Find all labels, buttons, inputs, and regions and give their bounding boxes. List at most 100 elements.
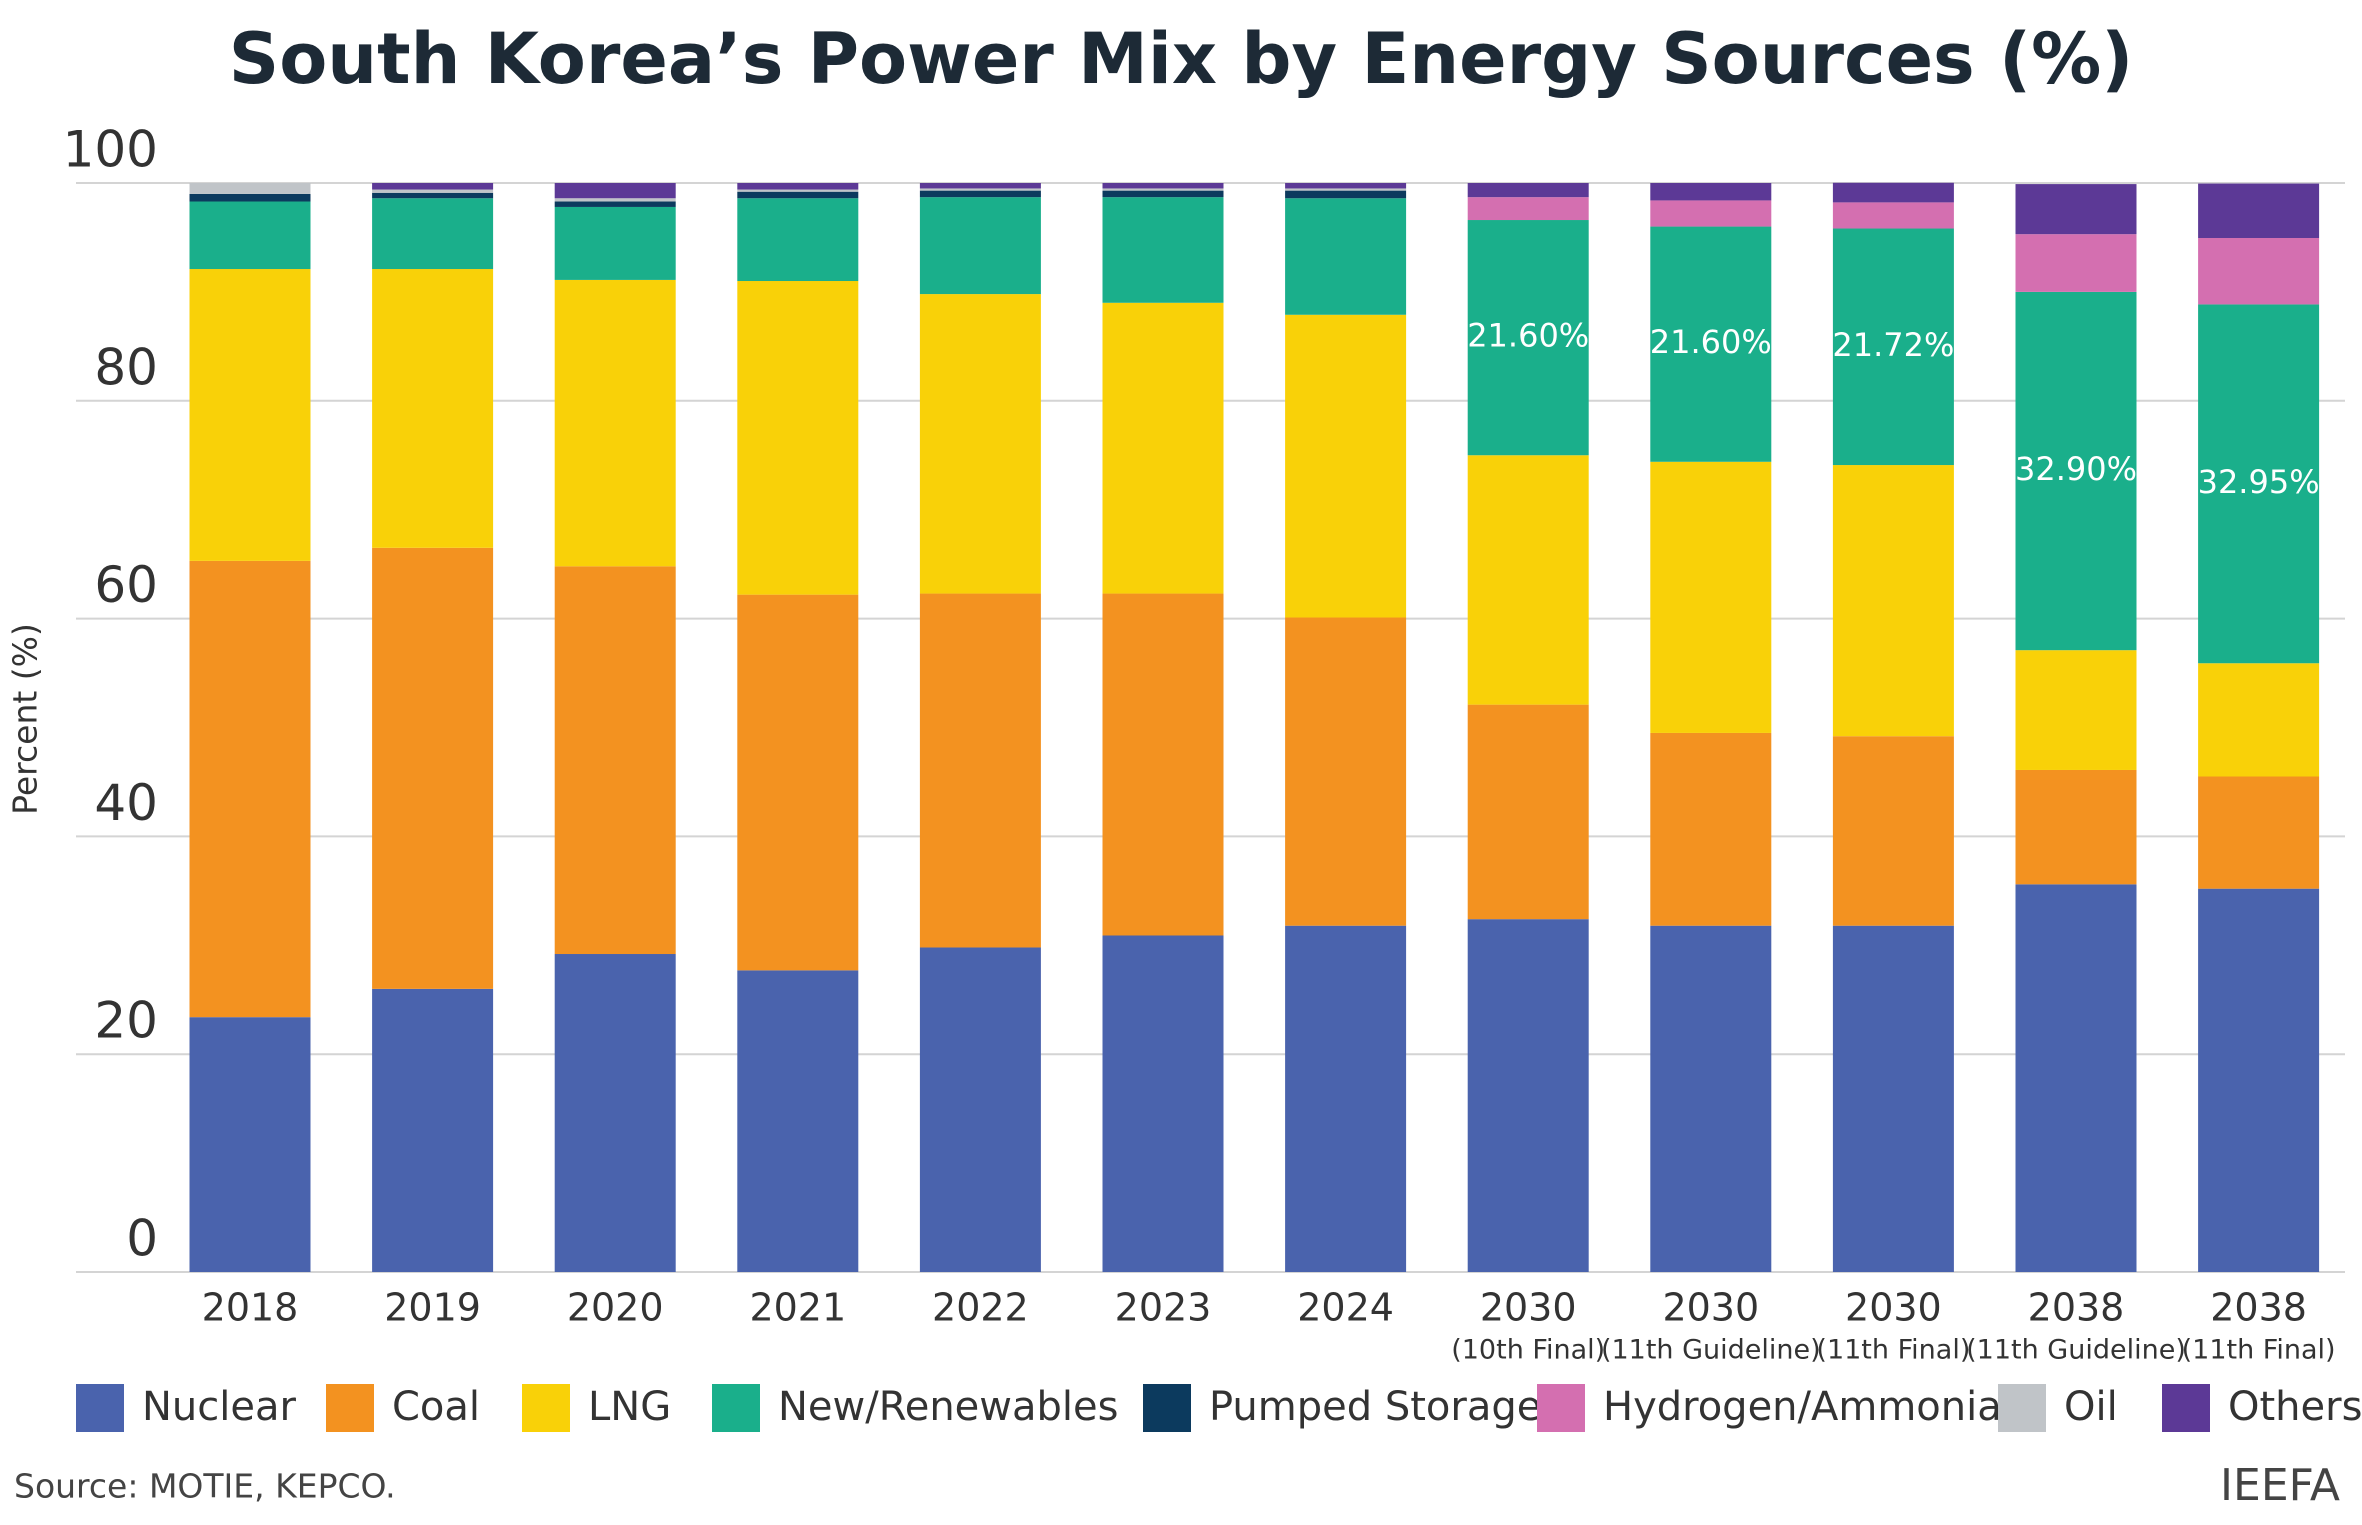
bar-segment	[2198, 663, 2320, 777]
bar-segment	[1832, 228, 1954, 466]
x-tick-note: (11th Guideline)	[1966, 1335, 2186, 1366]
bar-segment	[1650, 226, 1772, 462]
bar-segment	[372, 547, 494, 989]
bar-segment	[1285, 183, 1407, 189]
y-tick-label: 100	[63, 121, 158, 179]
bar-segment	[1467, 197, 1589, 221]
bar-segment	[737, 281, 859, 595]
bar-segment	[372, 183, 494, 190]
bar-segment	[1285, 925, 1407, 1272]
bar-segment	[1832, 182, 1954, 203]
bar-segment	[372, 198, 494, 270]
x-tick-note: (11th Final)	[1816, 1335, 1970, 1366]
value-label: 32.95%	[2198, 463, 2320, 501]
bar-segment	[372, 192, 494, 199]
bar-segment	[1102, 183, 1224, 189]
legend-swatch	[712, 1384, 760, 1432]
y-axis-label: Percent (%)	[6, 623, 45, 815]
x-tick-label: 2024	[1297, 1286, 1394, 1330]
x-tick-label: 2022	[932, 1286, 1029, 1330]
bar-segment	[1650, 461, 1772, 733]
bar-segment	[1285, 190, 1407, 199]
bar-segment	[1832, 465, 1954, 737]
bar-segment	[1102, 593, 1224, 936]
legend-label: Pumped Storage	[1209, 1384, 1541, 1430]
legend-swatch	[1537, 1384, 1585, 1432]
bar-segment	[189, 269, 311, 561]
legend-swatch	[326, 1384, 374, 1432]
legend-label: Oil	[2064, 1384, 2118, 1430]
brand: IEEFA	[2220, 1460, 2340, 1511]
x-tick-note: (11th Final)	[2182, 1335, 2336, 1366]
bar-segment	[2198, 888, 2320, 1272]
bar-segment	[2198, 304, 2320, 664]
bar-segment	[919, 188, 1041, 191]
bar-segment	[372, 269, 494, 548]
x-tick-label: 2023	[1115, 1286, 1212, 1330]
bar-segment	[2015, 650, 2137, 770]
bar-segment	[1102, 302, 1224, 594]
bar-segment	[1832, 925, 1954, 1272]
bar-segment	[1102, 188, 1224, 191]
bar-segment	[919, 947, 1041, 1272]
bar-segment	[737, 198, 859, 282]
bar-segment	[554, 206, 676, 280]
value-label: 21.60%	[1650, 323, 1772, 361]
bar-segment	[1102, 935, 1224, 1272]
x-tick-label: 2038	[2210, 1286, 2307, 1330]
legend-swatch	[1998, 1384, 2046, 1432]
x-tick-label: 2030	[1662, 1286, 1759, 1330]
value-label: 21.60%	[1467, 317, 1589, 355]
x-tick-label: 2030	[1845, 1286, 1942, 1330]
legend-swatch	[2162, 1384, 2210, 1432]
legend-label: Nuclear	[142, 1384, 297, 1430]
y-tick-label: 40	[94, 774, 158, 832]
x-tick-note: (11th Guideline)	[1601, 1335, 1821, 1366]
x-tick-label: 2030	[1480, 1286, 1577, 1330]
bar-segment	[554, 201, 676, 207]
y-tick-label: 0	[126, 1210, 158, 1268]
bar-segment	[554, 954, 676, 1272]
bar-segment	[1285, 198, 1407, 315]
bar-segment	[372, 189, 494, 193]
bar-segment	[1102, 197, 1224, 303]
bar-segment	[554, 183, 676, 199]
bar-segment	[1467, 919, 1589, 1272]
bar-segment	[2198, 776, 2320, 889]
bar-segment	[554, 566, 676, 955]
bar-segment	[1285, 617, 1407, 926]
bar-segment	[919, 183, 1041, 189]
chart-title: South Korea’s Power Mix by Energy Source…	[229, 18, 2133, 100]
legend-label: Coal	[392, 1384, 480, 1430]
bar-segment	[919, 593, 1041, 948]
bar-segment	[737, 183, 859, 190]
bar-segment	[2015, 184, 2137, 235]
bar-segment	[737, 191, 859, 199]
x-tick-note: (10th Final)	[1451, 1335, 1605, 1366]
bar-segment	[1285, 314, 1407, 618]
y-tick-label: 20	[94, 992, 158, 1050]
bar-segment	[1467, 704, 1589, 920]
bar-segment	[1650, 925, 1772, 1272]
bar-segment	[1467, 183, 1589, 198]
bar-segment	[189, 201, 311, 270]
y-tick-label: 60	[94, 556, 158, 614]
bar-segment	[372, 988, 494, 1272]
bar-segment	[737, 594, 859, 971]
bar-segment	[1650, 732, 1772, 926]
bar-segment	[1832, 202, 1954, 229]
bar-segment	[554, 198, 676, 202]
value-label: 32.90%	[2015, 450, 2137, 488]
bar-segment	[554, 279, 676, 567]
legend-label: New/Renewables	[778, 1384, 1118, 1430]
bar-segment	[1467, 455, 1589, 705]
legend-swatch	[1143, 1384, 1191, 1432]
bar-segment	[1285, 188, 1407, 191]
bar-segment	[2198, 237, 2320, 305]
x-tick-label: 2019	[384, 1286, 481, 1330]
bar-segment	[737, 970, 859, 1272]
bar-segment	[2015, 769, 2137, 885]
x-tick-label: 2038	[2028, 1286, 2125, 1330]
source-note: Source: MOTIE, KEPCO.	[14, 1467, 396, 1506]
